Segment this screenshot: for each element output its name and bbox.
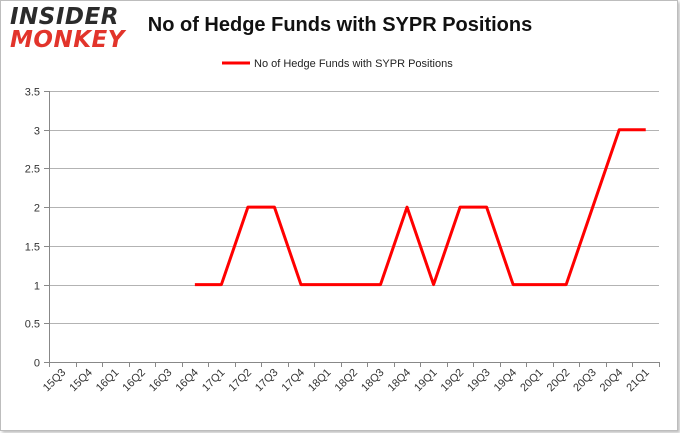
y-tick-label: 3.5 bbox=[25, 87, 40, 99]
x-tick-label: 17Q1 bbox=[200, 367, 228, 395]
x-tick-label: 16Q1 bbox=[94, 367, 122, 395]
x-tick-label: 17Q3 bbox=[253, 367, 281, 395]
y-tick-label: 0.5 bbox=[25, 319, 40, 331]
x-tick-label: 19Q4 bbox=[492, 367, 520, 395]
x-tick-label: 18Q2 bbox=[333, 367, 361, 395]
x-tick-label: 19Q2 bbox=[439, 367, 467, 395]
y-tick-label: 1 bbox=[34, 281, 40, 293]
axes bbox=[44, 91, 660, 367]
x-tick-label: 16Q3 bbox=[147, 367, 175, 395]
logo-line-2: MONKEY bbox=[10, 27, 125, 53]
y-tick-label: 0 bbox=[34, 358, 40, 370]
x-tick-label: 17Q2 bbox=[227, 367, 255, 395]
y-tick-label: 2.5 bbox=[25, 164, 40, 176]
gridlines bbox=[49, 91, 659, 324]
x-tick-label: 15Q3 bbox=[41, 367, 69, 395]
x-tick-label: 16Q2 bbox=[120, 367, 148, 395]
x-tick-label: 20Q3 bbox=[571, 367, 599, 395]
x-tick-label: 19Q1 bbox=[412, 367, 440, 395]
y-tick-label: 3 bbox=[34, 126, 40, 138]
x-tick-label: 20Q2 bbox=[545, 367, 573, 395]
x-tick-label: 21Q1 bbox=[624, 367, 652, 395]
series-line bbox=[194, 128, 646, 287]
x-tick-label: 15Q4 bbox=[67, 367, 95, 395]
x-tick-label: 18Q1 bbox=[306, 367, 334, 395]
x-tick-labels: 15Q315Q416Q116Q216Q316Q417Q117Q217Q317Q4… bbox=[41, 367, 652, 395]
chart-title: No of Hedge Funds with SYPR Positions bbox=[147, 14, 533, 36]
x-tick-label: 20Q4 bbox=[598, 367, 626, 395]
x-tick-label: 17Q4 bbox=[280, 367, 308, 395]
x-tick-label: 16Q4 bbox=[173, 367, 201, 395]
x-tick-label: 19Q3 bbox=[465, 367, 493, 395]
y-tick-label: 2 bbox=[34, 203, 40, 215]
x-tick-label: 18Q4 bbox=[386, 367, 414, 395]
series-lines bbox=[194, 128, 646, 287]
y-tick-labels: 0 0.5 1 1.5 2 2.5 3 3.5 bbox=[25, 87, 40, 370]
logo-line-1: INSIDER bbox=[10, 4, 119, 30]
legend: No of Hedge Funds with SYPR Positions bbox=[222, 58, 453, 70]
x-tick-label: 20Q1 bbox=[518, 367, 546, 395]
insider-monkey-logo: INSIDER MONKEY bbox=[10, 6, 128, 56]
y-tick-label: 1.5 bbox=[25, 242, 40, 254]
x-tick-label: 18Q3 bbox=[359, 367, 387, 395]
legend-label: No of Hedge Funds with SYPR Positions bbox=[254, 58, 453, 70]
